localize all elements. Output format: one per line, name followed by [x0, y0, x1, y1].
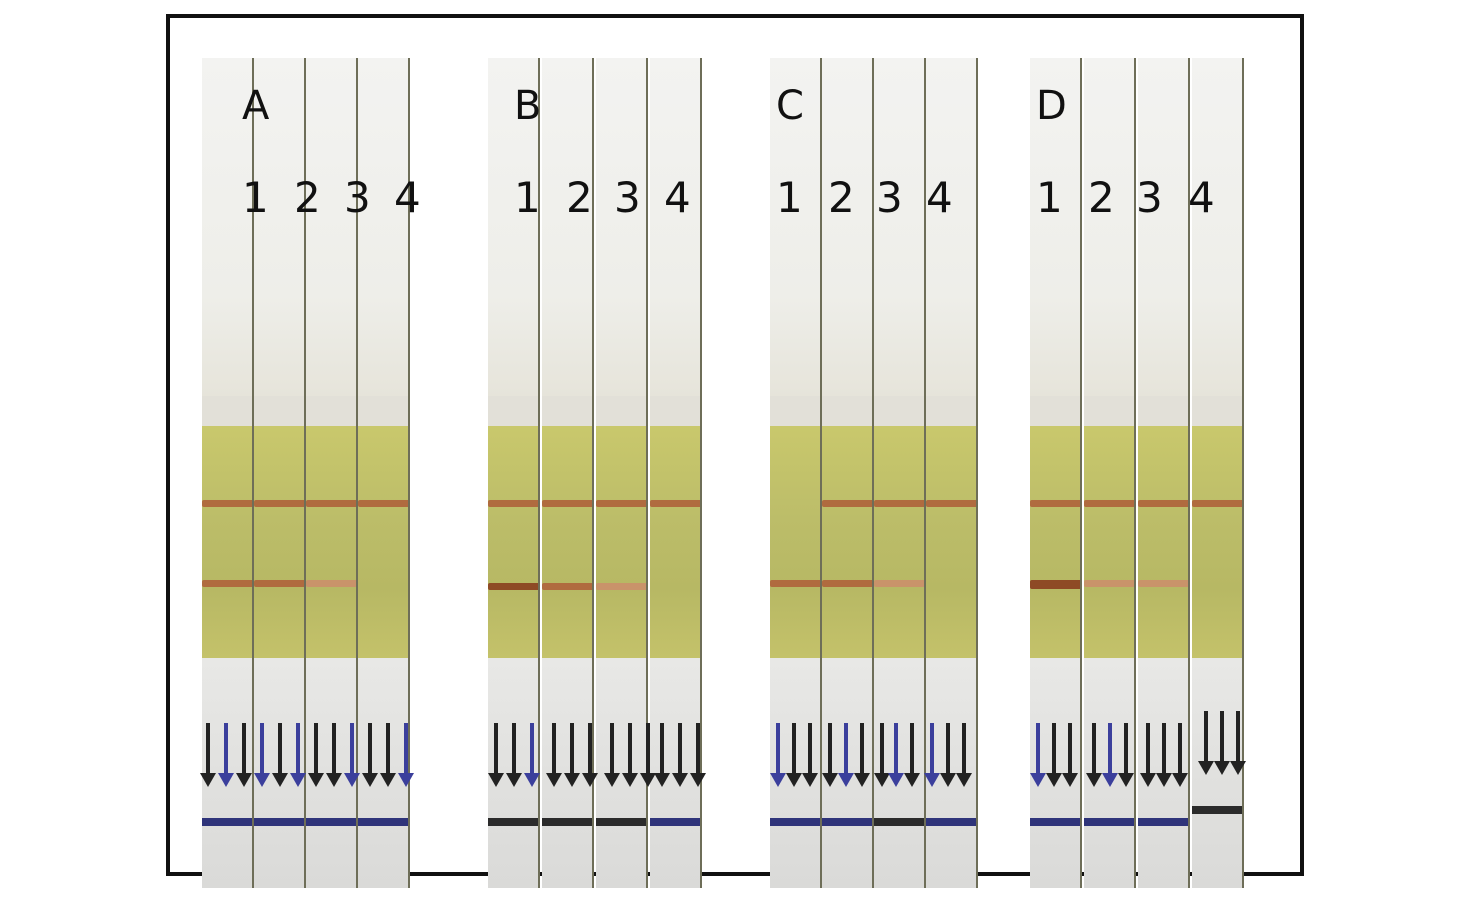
control-line	[202, 500, 254, 507]
panel-c: C 1 2 3 4	[770, 58, 980, 888]
test-line	[1138, 580, 1190, 587]
test-line	[306, 580, 358, 587]
test-strip	[1084, 58, 1136, 888]
sample-marker-line	[822, 818, 874, 826]
test-strip	[770, 58, 822, 888]
test-strip	[926, 58, 978, 888]
test-strip	[822, 58, 874, 888]
control-line	[542, 500, 594, 507]
lane-number: 3	[344, 173, 371, 222]
lane-number: 2	[566, 173, 593, 222]
arrow-row	[488, 723, 706, 793]
control-line	[254, 500, 306, 507]
sample-marker-line	[1030, 818, 1082, 826]
sample-marker-line	[542, 818, 594, 826]
panel-label: C	[776, 83, 804, 129]
lane-number: 4	[664, 173, 691, 222]
sample-marker-line	[596, 818, 648, 826]
control-line	[1084, 500, 1136, 507]
lane-number: 4	[394, 173, 421, 222]
lane-number: 3	[1136, 173, 1163, 222]
test-line	[822, 580, 874, 587]
test-line	[1030, 580, 1082, 589]
arrow-row	[770, 723, 976, 793]
lane-number: 1	[776, 173, 803, 222]
sample-marker-line	[306, 818, 358, 826]
sample-marker-line	[650, 818, 702, 826]
sample-marker-line	[874, 818, 926, 826]
test-line	[542, 583, 594, 590]
test-line	[202, 580, 254, 587]
figure-frame: A 1 2 3 4	[166, 14, 1304, 888]
lane-number: 2	[1088, 173, 1115, 222]
sample-marker-line	[488, 818, 540, 826]
sample-marker-line	[358, 818, 410, 826]
panel-label: D	[1036, 83, 1067, 129]
panel-b: B 1 2 3 4	[488, 58, 710, 888]
lane-number: 1	[514, 173, 541, 222]
control-line	[822, 500, 874, 507]
test-line	[874, 580, 926, 587]
sample-marker-line	[926, 818, 978, 826]
test-strip	[202, 58, 254, 888]
test-strip	[596, 58, 648, 888]
sample-marker-line	[1192, 806, 1244, 814]
panel-a: A 1 2 3 4	[200, 58, 434, 888]
test-strip	[306, 58, 358, 888]
lane-number: 2	[828, 173, 855, 222]
panel-d: D 1 2 3 4	[1030, 58, 1250, 888]
lane-number: 2	[294, 173, 321, 222]
test-line	[596, 583, 648, 590]
lane-number: 4	[926, 173, 953, 222]
control-line	[488, 500, 540, 507]
control-line	[306, 500, 358, 507]
control-line	[1030, 500, 1082, 507]
sample-marker-line	[1138, 818, 1190, 826]
lane-number: 4	[1188, 173, 1215, 222]
arrow-row	[200, 723, 430, 793]
control-line	[650, 500, 702, 507]
test-line	[488, 583, 540, 590]
arrow-row	[1030, 711, 1246, 793]
control-line	[1192, 500, 1244, 507]
lane-number: 1	[1036, 173, 1063, 222]
test-strip	[1192, 58, 1244, 888]
sample-marker-line	[202, 818, 254, 826]
control-line	[596, 500, 648, 507]
control-line	[874, 500, 926, 507]
sample-marker-line	[770, 818, 822, 826]
panel-label: A	[242, 83, 270, 129]
test-line	[254, 580, 306, 587]
test-line	[770, 580, 822, 587]
sample-marker-line	[1084, 818, 1136, 826]
control-line	[358, 500, 410, 507]
lane-number: 3	[614, 173, 641, 222]
control-line	[926, 500, 978, 507]
sample-marker-line	[254, 818, 306, 826]
control-line	[1138, 500, 1190, 507]
lane-number: 3	[876, 173, 903, 222]
test-line	[1084, 580, 1136, 587]
panel-label: B	[514, 83, 542, 129]
lane-number: 1	[242, 173, 269, 222]
test-strip	[488, 58, 540, 888]
